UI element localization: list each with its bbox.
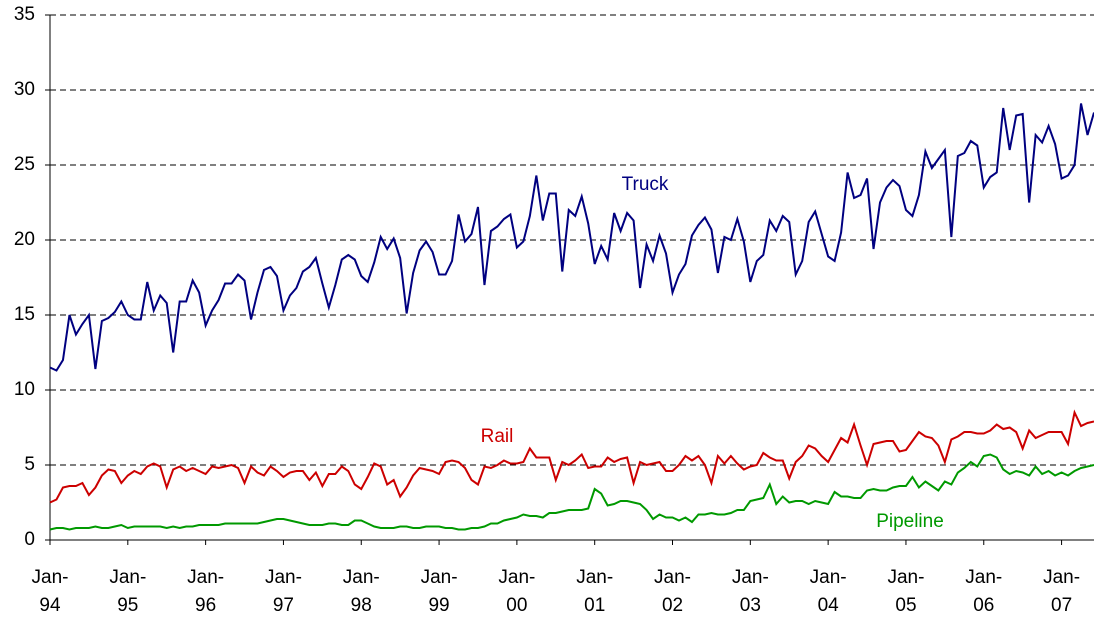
x-tick-label: Jan-99: [421, 567, 458, 616]
x-tick-label: Jan-05: [887, 567, 924, 616]
x-tick-label: Jan-07: [1043, 567, 1080, 616]
y-tick-label: 35: [14, 4, 35, 25]
x-tick-label: Jan-97: [265, 567, 302, 616]
x-tick-label: Jan-00: [498, 567, 535, 616]
series-line: [49, 409, 1094, 504]
x-tick-label: Jan-06: [965, 567, 1002, 616]
y-tick-label: 0: [24, 529, 35, 550]
series-label: Pipeline: [876, 511, 944, 532]
x-tick-label: Jan-96: [187, 567, 224, 616]
x-tick-label: Jan-95: [109, 567, 146, 616]
y-tick-label: 25: [14, 154, 35, 175]
x-tick-label: Jan-98: [343, 567, 380, 616]
x-tick-label: Jan-04: [810, 567, 847, 616]
x-tick-label: Jan-02: [654, 567, 691, 616]
y-tick-label: 5: [24, 454, 35, 475]
series-line: [49, 453, 1094, 531]
y-tick-label: 30: [14, 79, 35, 100]
x-tick-label: Jan-94: [32, 567, 69, 616]
series-label: Truck: [622, 174, 669, 195]
y-tick-label: 10: [14, 379, 35, 400]
x-tick-label: Jan-01: [576, 567, 613, 616]
y-tick-label: 20: [14, 229, 35, 250]
y-tick-label: 15: [14, 304, 35, 325]
series-line: [49, 103, 1094, 372]
x-tick-label: Jan-03: [732, 567, 769, 616]
series-label: Rail: [481, 426, 514, 447]
